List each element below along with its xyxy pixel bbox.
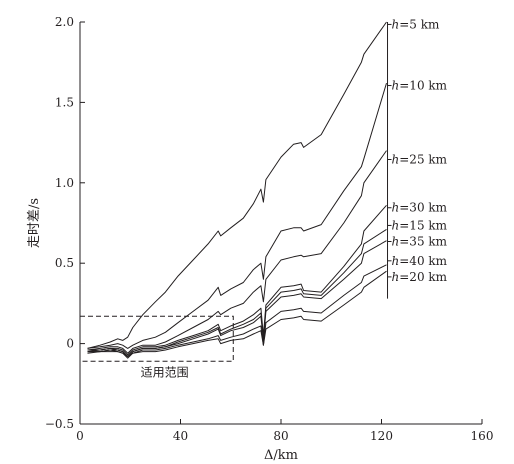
series-lines bbox=[87, 21, 389, 359]
series-labels: h=5 km h=10 km h=25 km h=30 km h=15 km h=35 k… bbox=[387, 17, 448, 284]
x-tick-label: 160 bbox=[471, 429, 494, 443]
x-axis-title: Δ/km bbox=[264, 448, 298, 463]
y-tick-label: 1.5 bbox=[55, 95, 74, 109]
y-tick-label: 1.0 bbox=[55, 176, 74, 190]
series-label: h=35 km bbox=[392, 235, 448, 249]
series-line bbox=[87, 204, 387, 356]
x-tick-label: 80 bbox=[273, 429, 288, 443]
series-line bbox=[87, 82, 387, 349]
y-axis-title: 走时差/s bbox=[27, 198, 42, 248]
y-tick-label: 0.5 bbox=[55, 256, 74, 270]
y-tick-label: 2.0 bbox=[55, 15, 74, 29]
x-tick-label: 40 bbox=[173, 429, 188, 443]
applicable-range-box bbox=[79, 315, 234, 362]
series-line bbox=[87, 264, 387, 357]
series-label: h=30 km bbox=[392, 201, 448, 215]
series-line bbox=[87, 21, 387, 349]
series-label: h=25 km bbox=[392, 153, 448, 167]
series-label: h=5 km bbox=[392, 17, 441, 31]
series-label: h=15 km bbox=[392, 218, 448, 232]
series-line bbox=[87, 270, 387, 359]
applicable-range-annotation: 适用范围 bbox=[79, 315, 234, 379]
y-tick-label: −0.5 bbox=[45, 417, 74, 431]
series-label: h=40 km bbox=[392, 254, 448, 268]
series-label: h=10 km bbox=[392, 79, 448, 93]
y-tick-label: 0 bbox=[66, 337, 74, 351]
applicable-range-label: 适用范围 bbox=[141, 365, 189, 379]
x-tick-label: 0 bbox=[76, 429, 84, 443]
x-tick-label: 120 bbox=[370, 429, 393, 443]
series-line bbox=[87, 228, 387, 357]
series-line bbox=[87, 150, 387, 354]
series-label: h=20 km bbox=[392, 270, 448, 284]
